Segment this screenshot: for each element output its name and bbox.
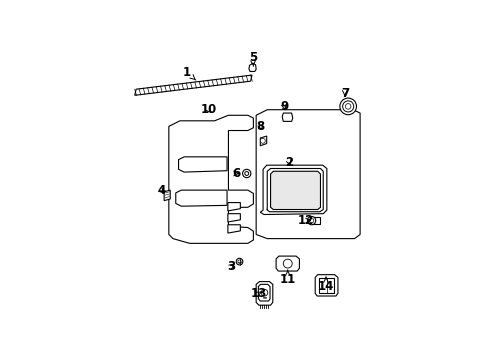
Text: 13: 13: [250, 287, 266, 300]
Polygon shape: [175, 190, 226, 206]
Circle shape: [283, 259, 292, 268]
Polygon shape: [260, 165, 326, 215]
Polygon shape: [227, 214, 240, 222]
Polygon shape: [276, 256, 299, 271]
Text: 2: 2: [285, 156, 293, 169]
Circle shape: [242, 169, 250, 177]
Circle shape: [342, 101, 353, 112]
Text: 3: 3: [227, 260, 235, 273]
Polygon shape: [227, 225, 240, 233]
Polygon shape: [135, 75, 251, 95]
Text: 11: 11: [279, 270, 295, 286]
Polygon shape: [178, 157, 226, 172]
Circle shape: [261, 289, 267, 296]
Circle shape: [307, 216, 315, 225]
Circle shape: [345, 104, 350, 109]
Polygon shape: [227, 203, 240, 211]
Polygon shape: [260, 136, 266, 146]
Text: 1: 1: [183, 66, 195, 80]
Text: 14: 14: [317, 277, 333, 293]
Polygon shape: [311, 217, 320, 224]
Circle shape: [244, 172, 248, 175]
Circle shape: [339, 98, 356, 115]
Text: 12: 12: [297, 214, 313, 227]
Text: 7: 7: [340, 87, 348, 100]
Text: 5: 5: [248, 50, 256, 66]
Polygon shape: [164, 190, 170, 201]
Polygon shape: [282, 113, 292, 121]
Text: 6: 6: [232, 167, 240, 180]
Polygon shape: [266, 168, 323, 212]
Text: 10: 10: [200, 103, 216, 116]
Circle shape: [309, 219, 313, 223]
Circle shape: [236, 258, 243, 265]
Polygon shape: [319, 278, 333, 293]
Text: 8: 8: [256, 120, 264, 133]
Polygon shape: [168, 115, 253, 243]
Polygon shape: [256, 110, 359, 239]
Polygon shape: [248, 63, 256, 72]
Text: 9: 9: [280, 100, 288, 113]
Text: 4: 4: [157, 184, 165, 197]
Polygon shape: [258, 284, 269, 301]
Circle shape: [260, 138, 265, 143]
Circle shape: [237, 260, 241, 263]
Polygon shape: [256, 282, 272, 305]
Polygon shape: [270, 171, 320, 210]
Polygon shape: [315, 275, 337, 296]
